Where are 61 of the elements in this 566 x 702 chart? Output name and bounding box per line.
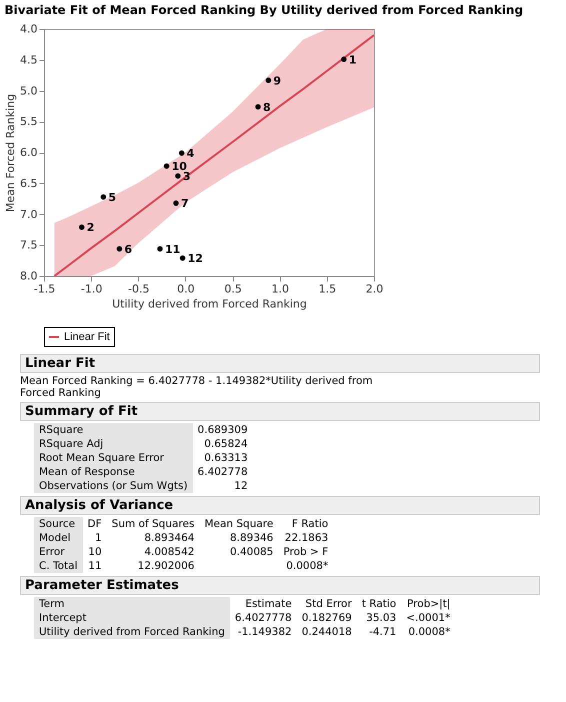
y-tick-label: 4.0 — [20, 22, 38, 36]
annotation: 5 — [108, 190, 116, 204]
text: RSquare Adj 0.65824 — [39, 438, 248, 450]
text: Parameter Estimates — [20, 576, 540, 595]
x-axis-title: Utility derived from Forced Ranking — [112, 298, 307, 310]
text: Root Mean Square Error 0.63313 — [39, 452, 248, 464]
annotation: 8 — [263, 100, 271, 114]
point — [255, 104, 261, 110]
annotation: 1 — [348, 53, 356, 66]
point — [164, 163, 170, 169]
point — [180, 255, 186, 261]
annotation: 2 — [86, 221, 94, 234]
point — [178, 150, 184, 156]
text: Utility derived from Forced Ranking -1.149382 0.244018 -4.71 0.0008* — [39, 626, 450, 638]
annotation: 11 — [164, 242, 180, 256]
point — [116, 246, 122, 252]
x-tick-label: -0.5 — [128, 282, 150, 296]
text: Mean of Response 6.402778 — [39, 466, 248, 478]
annotation: 9 — [273, 74, 282, 88]
legend-label: Linear Fit — [64, 331, 110, 343]
x-tick-label: 2.0 — [366, 282, 384, 296]
text: C. Total 11 12.902006 0.0008* — [39, 560, 328, 572]
point — [175, 173, 181, 179]
text: Source DF Sum of Squares Mean Square F Ratio — [39, 518, 328, 530]
y-tick-label: 6.5 — [20, 176, 38, 190]
text: Analysis of Variance — [20, 496, 540, 515]
point — [266, 78, 272, 83]
text: Model 1 8.893464 8.89346 22.1863 — [39, 532, 328, 544]
point — [157, 246, 163, 252]
point — [100, 194, 106, 200]
y-tick-label: 8.0 — [20, 270, 38, 282]
y-tick-label: 6.0 — [20, 146, 38, 159]
point — [78, 224, 84, 230]
text: RSquare 0.689309 — [39, 424, 248, 436]
text: Linear Fit — [20, 354, 540, 373]
text: Observations (or Sum Wgts) 12 — [39, 480, 248, 492]
x-tick-label: -1.5 — [34, 282, 56, 296]
y-tick-label: 5.5 — [20, 115, 38, 128]
x-tick-label: -1.0 — [80, 282, 102, 296]
annotation: 3 — [182, 170, 191, 183]
x-tick-label: 1.0 — [271, 282, 289, 296]
x-tick-label: 1.5 — [318, 282, 336, 296]
text: Summary of Fit — [20, 402, 540, 421]
x-tick-label: 0.5 — [224, 282, 242, 296]
annotation: 6 — [124, 242, 132, 256]
y-tick-label: 7.5 — [20, 238, 38, 252]
text: Term Estimate Std Error t Ratio Prob>|t| — [39, 598, 450, 610]
x-tick-label: 0.0 — [177, 282, 195, 296]
text: Mean Forced Ranking = 6.4027778 - 1.149382*Utility derived from Forced Ranking — [20, 375, 374, 399]
y-tick-label: 7.0 — [20, 208, 38, 221]
chart-title: Bivariate Fit of Mean Forced Ranking By Utility derived from Forced Ranking — [4, 3, 524, 17]
point — [173, 200, 179, 206]
y-tick-label: 5.0 — [20, 84, 38, 98]
text: Error 10 4.008542 0.40085 Prob > F — [39, 546, 328, 558]
text: Intercept 6.4027778 0.182769 35.03 <.0001* — [39, 612, 450, 624]
annotation: 4 — [186, 147, 195, 160]
point — [341, 56, 347, 62]
y-axis-title: Mean Forced Ranking — [4, 94, 18, 212]
annotation: 12 — [188, 252, 203, 266]
y-tick-label: 4.5 — [20, 53, 38, 66]
annotation: 7 — [181, 197, 189, 210]
